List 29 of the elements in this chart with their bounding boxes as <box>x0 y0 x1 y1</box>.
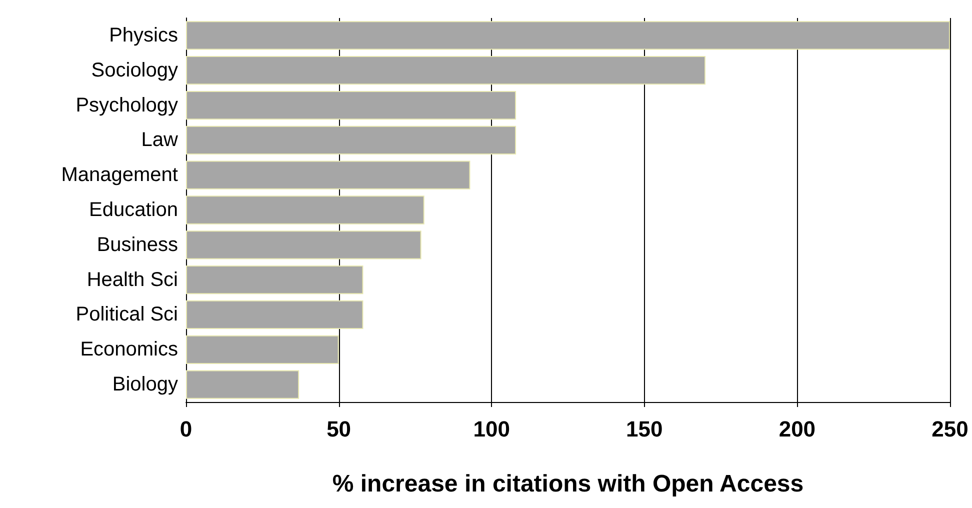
x-tick-label: 250 <box>932 416 968 442</box>
x-tick-label: 100 <box>473 416 510 442</box>
x-axis-title: % increase in citations with Open Access <box>332 470 804 498</box>
x-tick-label: 200 <box>778 416 816 442</box>
y-tick-label: Law <box>141 129 179 152</box>
bar <box>186 266 364 294</box>
x-tick-label: 50 <box>326 416 352 442</box>
y-tick-label: Biology <box>112 374 178 396</box>
bar <box>186 56 706 85</box>
bar <box>186 196 424 224</box>
y-tick-label: Psychology <box>76 94 178 116</box>
x-tick-label: 0 <box>180 416 192 442</box>
y-tick-label: Education <box>89 199 178 221</box>
bar <box>186 126 516 154</box>
bar <box>186 160 470 190</box>
y-tick-label: Management <box>61 164 178 186</box>
y-tick-label: Political Sci <box>76 304 178 326</box>
y-tick-label: Business <box>96 234 178 256</box>
y-tick-label: Sociology <box>91 59 178 82</box>
bar <box>186 300 364 330</box>
y-tick-label: Economics <box>80 338 178 361</box>
bar <box>186 370 300 399</box>
bar <box>186 335 339 364</box>
y-tick-label: Physics <box>109 24 178 46</box>
bar <box>186 21 950 50</box>
y-tick-label: Health Sci <box>86 268 178 291</box>
bar <box>186 90 516 120</box>
x-tick-label: 150 <box>626 416 663 442</box>
bar <box>186 230 422 260</box>
